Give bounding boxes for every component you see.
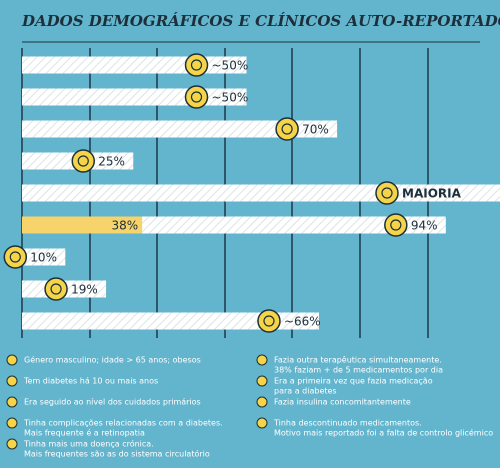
icon bbox=[375, 181, 399, 205]
icon-inner bbox=[190, 91, 203, 103]
icon-inner bbox=[390, 219, 402, 231]
legend-text: Tinha complicações relacionadas com a di… bbox=[23, 419, 223, 428]
legend-text: Tinha descontinuado medicamentos. bbox=[273, 419, 422, 428]
value-label: 70% bbox=[302, 123, 329, 137]
value-label: ~66% bbox=[284, 315, 321, 329]
legend-text: Fazia insulina concomitantemente bbox=[274, 398, 411, 407]
value-label: 25% bbox=[98, 155, 125, 169]
legend-icon bbox=[6, 417, 18, 429]
legend-icon bbox=[6, 396, 18, 408]
legend-text: Mais frequentes são as do sistema circul… bbox=[24, 449, 210, 459]
legend-icon bbox=[6, 438, 18, 450]
legend-text: para a diabetes bbox=[274, 387, 337, 396]
value-label: ~50% bbox=[212, 59, 249, 73]
icon bbox=[3, 245, 28, 269]
icon bbox=[257, 309, 281, 333]
legend-icon bbox=[256, 396, 268, 408]
legend-text: Género masculino; idade > 65 anos; obeso… bbox=[24, 355, 201, 365]
value-label: 94% bbox=[411, 219, 438, 233]
legend-text: Mais frequente é a retinopatia bbox=[24, 428, 145, 438]
legend-text: 38% faziam + de 5 medicamentos por dia bbox=[274, 366, 443, 375]
icon bbox=[184, 85, 209, 109]
icon bbox=[275, 117, 299, 141]
bar bbox=[22, 312, 319, 330]
legend-text: Motivo mais reportado foi a falta de con… bbox=[274, 428, 493, 438]
icon bbox=[184, 53, 209, 77]
icon-inner bbox=[381, 187, 393, 199]
icon-inner bbox=[190, 59, 203, 71]
legend-text: Fazia outra terapêutica simultaneamente. bbox=[274, 355, 442, 365]
icon-inner bbox=[281, 123, 293, 135]
bar bbox=[22, 248, 66, 266]
legend-icon bbox=[256, 375, 268, 387]
icon-inner bbox=[263, 315, 275, 327]
legend-icon bbox=[6, 354, 18, 366]
highlight-bar bbox=[22, 216, 143, 234]
legend-icon bbox=[256, 417, 268, 429]
legend-text: Era a primeira vez que fazia medicação bbox=[274, 377, 433, 386]
icon-inner bbox=[77, 155, 89, 167]
legend-icon bbox=[6, 375, 18, 387]
value-label: 10% bbox=[30, 251, 57, 265]
highlight-label: 38% bbox=[111, 219, 138, 233]
legend-text: Era seguido ao nível dos cuidados primár… bbox=[24, 398, 201, 407]
value-label: 19% bbox=[71, 283, 98, 297]
legend-text: Tinha mais uma doença crónica. bbox=[23, 439, 154, 449]
icon bbox=[71, 149, 95, 173]
icon-inner bbox=[50, 283, 62, 295]
legend-text: Tem diabetes há 10 ou mais anos bbox=[23, 377, 158, 386]
icon-inner bbox=[9, 251, 21, 263]
legend-icon bbox=[256, 354, 268, 366]
value-label: ~50% bbox=[212, 91, 249, 105]
bar bbox=[22, 120, 338, 138]
value-label: MAIORIA bbox=[402, 187, 462, 201]
icon bbox=[44, 277, 68, 301]
icon bbox=[384, 213, 408, 237]
chart-title: DADOS DEMOGRÁFICOS E CLÍNICOS AUTO-REPOR… bbox=[21, 12, 500, 30]
